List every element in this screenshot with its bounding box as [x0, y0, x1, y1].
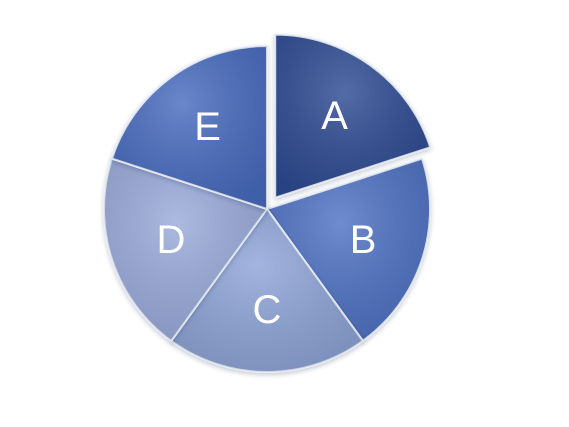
pie-slice-b [266, 157, 431, 342]
pie-slice-label-e: E [194, 105, 221, 149]
pie-slice-sheen-c [171, 209, 363, 372]
pie-slice-label-a: A [321, 94, 348, 138]
pie-labels: A B C D E [156, 94, 376, 332]
pie-slice-label-c: C [253, 288, 282, 332]
pie-slice-sheen-e [111, 46, 268, 209]
pie-slices [103, 33, 432, 373]
pie-slice-c [170, 208, 364, 373]
pie-slice-d [103, 157, 268, 342]
pie-slice-e [110, 45, 268, 210]
pie-slice-a [274, 33, 432, 199]
pie-slice-sheen-b [267, 158, 431, 341]
pie-slice-label-d: D [156, 218, 185, 262]
pie-slice-sheen-a [275, 34, 431, 198]
pie-slice-sheen-d [104, 158, 268, 341]
pie-slice-label-b: B [350, 218, 377, 262]
